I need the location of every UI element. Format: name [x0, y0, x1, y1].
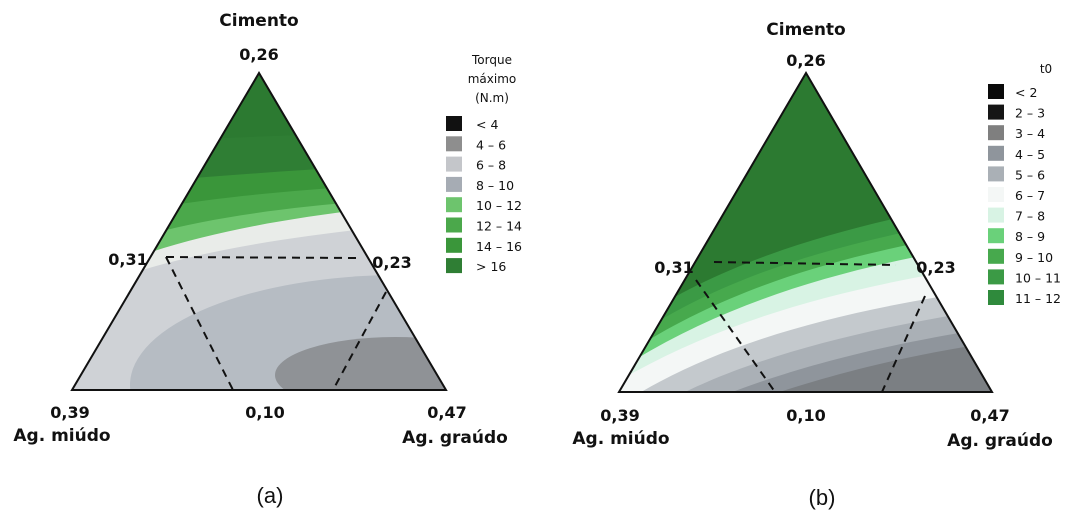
- legend-label: 6 – 7: [1015, 188, 1045, 203]
- contour-region: [740, 340, 992, 392]
- vertex-left-value: 0,39: [600, 406, 639, 425]
- legend-title: t0: [1040, 62, 1052, 76]
- edge-tick-left: 0,31: [108, 250, 147, 269]
- vertex-left-label: Ag. miúdo: [13, 426, 110, 446]
- legend-swatch: [988, 104, 1004, 120]
- legend-label: 3 – 4: [1015, 126, 1045, 141]
- legend-label: 10 – 12: [476, 198, 522, 213]
- vertex-left-value: 0,39: [50, 403, 89, 422]
- vertex-top-value: 0,26: [786, 51, 825, 70]
- legend-label: < 2: [1015, 85, 1037, 100]
- legend-swatch: [446, 176, 462, 192]
- dashed-line: [332, 291, 387, 391]
- legend-label: 8 – 10: [476, 178, 514, 193]
- contour-regions-b: [619, 73, 992, 392]
- legend-swatch: [988, 269, 1004, 285]
- legend-title: Torque: [471, 53, 512, 67]
- edge-tick-right: 0,23: [372, 253, 411, 272]
- edge-tick-right: 0,23: [916, 258, 955, 277]
- legend-label: 7 – 8: [1015, 209, 1045, 224]
- vertex-top-value: 0,26: [239, 45, 278, 64]
- legend-label: 5 – 6: [1015, 167, 1045, 182]
- legend-label: 9 – 10: [1015, 250, 1053, 265]
- legend-swatch: [988, 84, 1004, 99]
- subregion-lines-a: [165, 256, 387, 391]
- legend-title: (N.m): [475, 91, 509, 105]
- vertex-top-label: Cimento: [219, 11, 298, 31]
- legend-swatch: [446, 197, 462, 213]
- legend-title: máximo: [468, 72, 517, 86]
- vertex-right-value: 0,47: [970, 406, 1009, 425]
- dashed-line: [165, 256, 358, 259]
- legend-swatch: [988, 290, 1004, 305]
- legend-swatch: [446, 237, 462, 253]
- triangle-outline: [70, 71, 448, 391]
- vertex-right-label: Ag. graúdo: [947, 431, 1053, 451]
- caption-b: (b): [809, 485, 836, 510]
- legend-label: 11 – 12: [1015, 291, 1061, 306]
- legend-label: 12 – 14: [476, 219, 522, 234]
- legend-label: 14 – 16: [476, 239, 522, 254]
- legend-label: 10 – 11: [1015, 270, 1061, 285]
- dashed-line: [165, 256, 234, 391]
- legend-a: Torque máximo (N.m) < 4 4 – 6 6 – 8 8 – 10 10 –…: [446, 53, 522, 274]
- legend-swatch: [446, 136, 462, 152]
- triangle-outline: [617, 71, 994, 393]
- legend-label: > 16: [476, 259, 506, 274]
- legend-label: 4 – 6: [476, 137, 506, 152]
- edge-tick-left: 0,31: [654, 258, 693, 277]
- ternary-chart-b: Cimento 0,26 0,31 0,23 0,10 0,39 Ag. miú…: [572, 20, 1061, 510]
- dashed-line: [695, 279, 776, 393]
- subregion-lines-b: [695, 261, 926, 393]
- legend-swatch: [988, 125, 1004, 141]
- legend-label: < 4: [476, 117, 498, 132]
- legend-swatch: [988, 166, 1004, 182]
- legend-label: 6 – 8: [476, 158, 506, 173]
- vertex-right-value: 0,47: [427, 403, 466, 422]
- vertex-top-label: Cimento: [766, 20, 845, 40]
- legend-label: 4 – 5: [1015, 147, 1045, 162]
- contour-region: [275, 337, 446, 390]
- edge-tick-bottom: 0,10: [245, 403, 284, 422]
- caption-a: (a): [257, 483, 284, 508]
- legend-swatch: [446, 156, 462, 172]
- legend-label: 8 – 9: [1015, 229, 1045, 244]
- legend-swatch: [446, 258, 462, 274]
- legend-label: 2 – 3: [1015, 106, 1045, 121]
- legend-swatch: [988, 187, 1004, 202]
- legend-swatch: [988, 248, 1004, 264]
- dashed-line: [881, 295, 926, 393]
- legend-swatch: [446, 217, 462, 233]
- legend-swatch: [446, 116, 462, 131]
- vertex-right-label: Ag. graúdo: [402, 428, 508, 448]
- legend-swatch: [988, 228, 1004, 244]
- dashed-line: [713, 261, 897, 266]
- legend-b: t0< 2 2 – 3 3 – 4 4 – 5 5 – 6 6 – 7 7 – 8 8 – 9…: [988, 62, 1061, 306]
- legend-swatch: [988, 145, 1004, 161]
- vertex-left-label: Ag. miúdo: [572, 429, 669, 449]
- legend-swatch: [988, 207, 1004, 223]
- edge-tick-bottom: 0,10: [786, 406, 825, 425]
